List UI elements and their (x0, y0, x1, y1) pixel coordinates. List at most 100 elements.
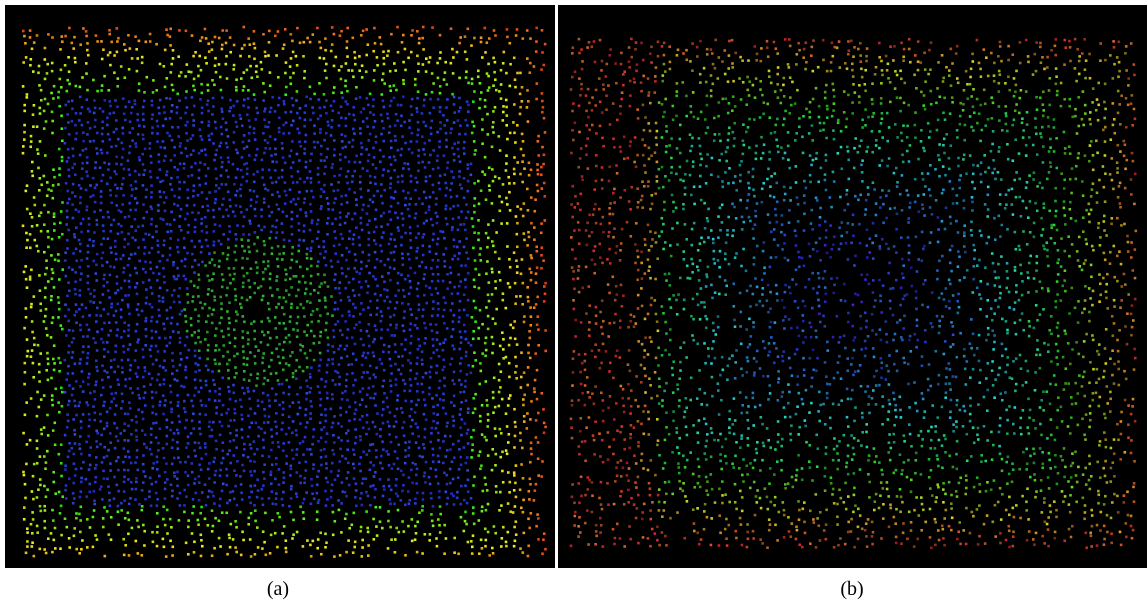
point-a (255, 422, 258, 425)
point-a (320, 282, 323, 285)
point-a (353, 233, 356, 236)
point-a (74, 405, 77, 408)
point-a (170, 110, 173, 113)
point-a (379, 520, 382, 523)
point-b (657, 55, 660, 58)
point-a (362, 167, 365, 170)
point-a (82, 218, 85, 221)
point-a (421, 112, 424, 115)
point-a (296, 128, 299, 131)
point-a (50, 254, 53, 257)
point-a (124, 119, 127, 122)
point-a (142, 184, 145, 187)
point-a (502, 292, 505, 295)
point-a (445, 146, 448, 149)
point-a (257, 426, 260, 429)
point-a (86, 357, 89, 360)
point-a (150, 191, 153, 194)
point-a (194, 308, 197, 311)
point-a (458, 468, 461, 471)
point-a (250, 198, 253, 201)
point-a (134, 239, 137, 242)
point-b (608, 54, 611, 57)
point-a (352, 278, 355, 281)
point-a (446, 483, 449, 486)
point-a (323, 240, 326, 243)
point-a (93, 211, 96, 214)
point-a (220, 462, 223, 465)
point-a (60, 86, 63, 89)
point-a (401, 355, 404, 358)
point-a (81, 106, 84, 109)
point-a (171, 188, 174, 191)
point-a (366, 421, 369, 424)
point-a (197, 442, 200, 445)
point-a (172, 261, 175, 264)
point-a (198, 349, 201, 352)
point-a (194, 371, 197, 374)
point-a (39, 455, 42, 458)
point-a (197, 194, 200, 197)
point-a (262, 271, 265, 274)
point-a (533, 226, 536, 229)
point-a (376, 258, 379, 261)
point-a (66, 413, 69, 416)
point-a (541, 187, 544, 190)
point-a (442, 393, 445, 396)
point-a (177, 204, 180, 207)
point-a (46, 194, 49, 197)
point-a (453, 245, 456, 248)
point-a (366, 212, 369, 215)
point-a (117, 37, 120, 40)
point-a (263, 110, 266, 113)
point-a (275, 161, 278, 164)
point-a (334, 323, 337, 326)
point-a (305, 211, 308, 214)
point-a (60, 443, 63, 446)
point-a (296, 153, 299, 156)
point-a (513, 408, 516, 411)
point-a (443, 385, 446, 388)
point-a (164, 155, 167, 158)
point-a (30, 355, 33, 358)
point-a (141, 429, 144, 432)
point-a (136, 308, 139, 311)
point-a (146, 211, 149, 214)
point-a (68, 198, 71, 201)
point-a (418, 197, 421, 200)
point-a (436, 545, 439, 548)
point-a (425, 372, 428, 375)
point-a (484, 105, 487, 108)
point-a (164, 118, 167, 121)
point-a (163, 350, 166, 353)
point-a (114, 413, 117, 416)
point-a (369, 111, 372, 114)
point-a (309, 349, 312, 352)
point-a (471, 78, 474, 81)
point-a (400, 470, 403, 473)
point-a (227, 135, 230, 138)
point-a (163, 65, 166, 68)
point-a (116, 282, 119, 285)
point-a (458, 379, 461, 382)
point-a (423, 294, 426, 297)
point-a (71, 203, 74, 206)
point-a (325, 477, 328, 480)
point-a (527, 555, 530, 558)
point-a (260, 341, 263, 344)
point-a (283, 471, 286, 474)
point-a (130, 112, 133, 115)
point-a (519, 173, 522, 176)
point-a (186, 356, 189, 359)
point-a (382, 155, 385, 158)
point-a (303, 201, 306, 204)
point-a (523, 321, 526, 324)
point-a (492, 57, 495, 60)
point-a (75, 112, 78, 115)
point-a (102, 237, 105, 240)
point-a (521, 100, 524, 103)
point-a (264, 415, 267, 418)
point-a (117, 456, 120, 459)
point-a (219, 434, 222, 437)
point-a (254, 553, 257, 556)
